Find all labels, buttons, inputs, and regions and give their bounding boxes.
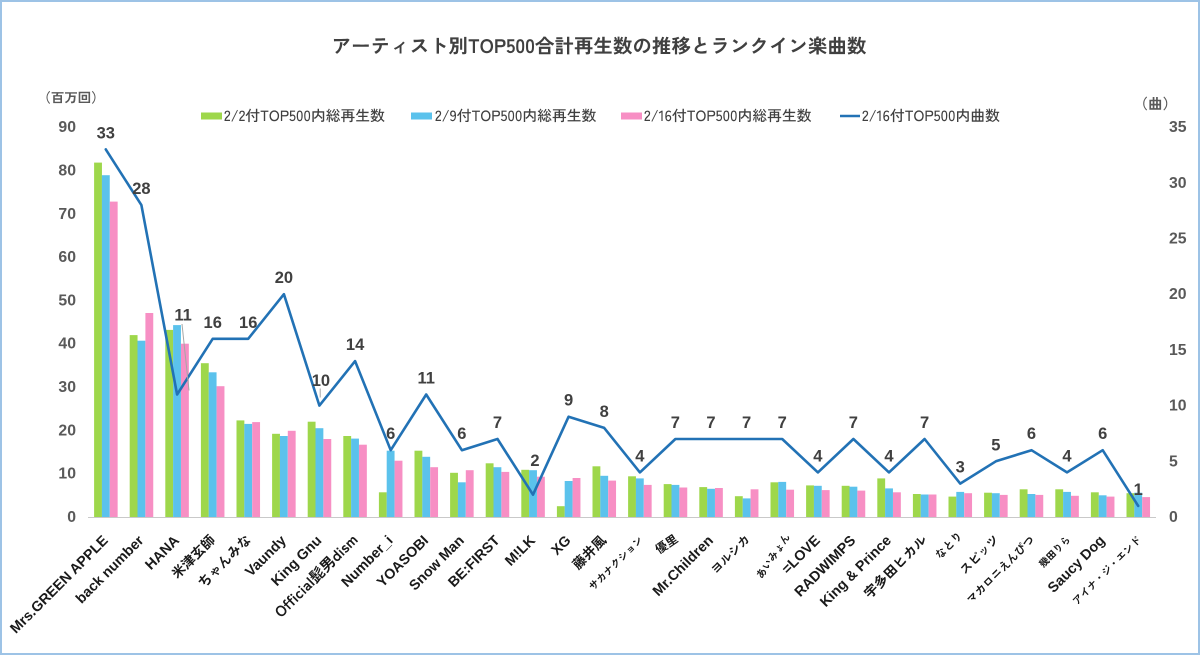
svg-text:40: 40 [58,336,76,353]
svg-text:7: 7 [778,414,787,432]
svg-text:60: 60 [58,249,76,266]
svg-text:4: 4 [635,447,645,465]
svg-text:30: 30 [1169,175,1187,192]
svg-text:4: 4 [884,447,894,465]
svg-text:16: 16 [204,314,222,332]
svg-text:14: 14 [346,336,365,354]
svg-text:80: 80 [58,162,76,179]
svg-text:50: 50 [58,292,76,309]
svg-text:8: 8 [600,403,609,421]
svg-text:6: 6 [1098,425,1107,443]
svg-text:15: 15 [1169,342,1187,359]
svg-text:20: 20 [1169,286,1187,303]
svg-text:7: 7 [742,414,751,432]
svg-text:30: 30 [58,379,76,396]
svg-text:4: 4 [1062,447,1072,465]
svg-text:20: 20 [275,269,293,287]
svg-text:7: 7 [671,414,680,432]
svg-text:10: 10 [1169,398,1187,415]
svg-text:35: 35 [1169,119,1187,136]
svg-text:16: 16 [239,314,257,332]
svg-text:7: 7 [920,414,929,432]
svg-text:2: 2 [530,452,539,470]
svg-text:9: 9 [564,392,573,410]
svg-text:10: 10 [312,372,330,390]
svg-text:7: 7 [706,414,715,432]
svg-text:28: 28 [132,180,150,198]
svg-text:6: 6 [457,425,466,443]
svg-text:20: 20 [58,422,76,439]
svg-text:5: 5 [1169,453,1178,470]
svg-text:25: 25 [1169,231,1187,248]
svg-text:11: 11 [417,370,434,388]
svg-text:33: 33 [97,124,115,142]
svg-text:5: 5 [991,436,1000,454]
svg-text:90: 90 [58,119,76,136]
svg-text:4: 4 [813,447,823,465]
svg-text:7: 7 [493,414,502,432]
svg-text:11: 11 [174,307,191,325]
svg-text:6: 6 [1027,425,1036,443]
svg-text:6: 6 [386,425,395,443]
svg-text:10: 10 [58,466,76,483]
svg-text:70: 70 [58,206,76,223]
svg-text:3: 3 [956,459,965,477]
svg-text:0: 0 [67,509,76,526]
svg-text:7: 7 [849,414,858,432]
svg-text:1: 1 [1134,481,1143,499]
svg-text:0: 0 [1169,509,1178,526]
